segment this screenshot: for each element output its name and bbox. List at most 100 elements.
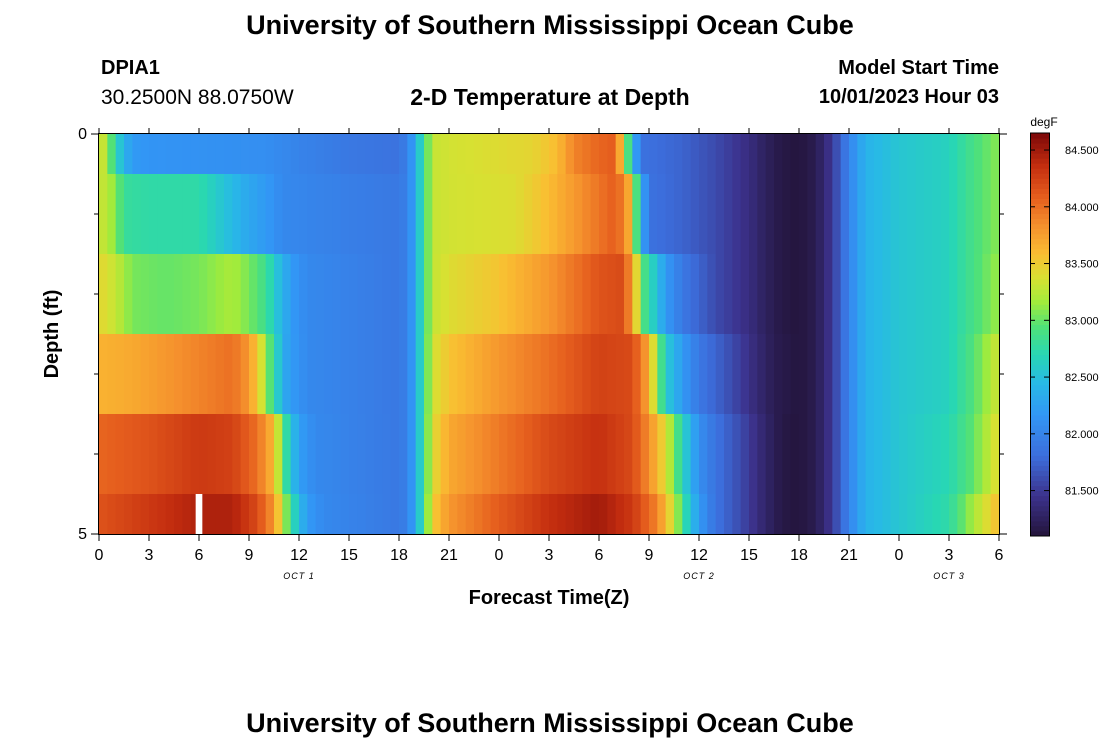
colorbar-segment: [1030, 274, 1049, 280]
heatmap-cell: [574, 334, 583, 415]
heatmap-cell: [949, 174, 958, 255]
heatmap-cell: [915, 494, 925, 535]
day-label: OCT 1: [283, 571, 315, 581]
heatmap-cell: [682, 494, 692, 535]
heatmap-cell: [699, 414, 708, 495]
heatmap-cell: [440, 334, 450, 415]
heatmap-cell: [282, 334, 292, 415]
heatmap-cell: [699, 334, 708, 415]
heatmap-cell: [349, 254, 358, 335]
heatmap-cell: [415, 494, 425, 535]
heatmap-cell: [232, 254, 242, 335]
heatmap-cell: [674, 334, 683, 415]
heatmap-cell: [140, 174, 150, 255]
heatmap-cell: [707, 134, 717, 175]
heatmap-cell: [157, 134, 167, 175]
heatmap-cell: [765, 174, 775, 255]
colorbar-segment: [1030, 243, 1049, 250]
heatmap-cell: [290, 134, 300, 175]
heatmap-cell: [207, 334, 217, 415]
heatmap-cell: [582, 334, 592, 415]
heatmap-cell: [965, 494, 975, 535]
heatmap-cell: [807, 254, 817, 335]
heatmap-cell: [332, 494, 342, 535]
heatmap-cell: [624, 174, 633, 255]
heatmap-cell: [424, 254, 433, 335]
heatmap-cell: [499, 334, 508, 415]
heatmap-cell: [282, 494, 292, 535]
heatmap-cell: [115, 494, 125, 535]
heatmap-cell: [799, 494, 808, 535]
heatmap-cell: [524, 134, 533, 175]
colorbar-segment: [1030, 158, 1049, 164]
heatmap-cell: [524, 414, 533, 495]
heatmap-cell: [574, 414, 583, 495]
heatmap-cell: [990, 174, 1000, 255]
heatmap-cell: [507, 334, 517, 415]
heatmap-cell: [299, 254, 308, 335]
heatmap-cell: [190, 414, 200, 495]
heatmap-cell: [690, 134, 700, 175]
colorbar-segment: [1030, 223, 1049, 230]
heatmap-cell: [140, 334, 150, 415]
heatmap-cell: [782, 254, 792, 335]
colorbar-segment: [1030, 324, 1049, 330]
heatmap-cell: [499, 414, 508, 495]
heatmap-cell: [307, 134, 317, 175]
heatmap-cell: [724, 334, 733, 415]
heatmap-cell: [824, 334, 833, 415]
heatmap-cell: [315, 334, 325, 415]
heatmap-cell: [899, 334, 908, 415]
colorbar-segment: [1030, 258, 1049, 265]
heatmap-cell: [557, 414, 567, 495]
heatmap-cell: [407, 334, 417, 415]
y-axis-label: Depth (ft): [41, 290, 63, 379]
heatmap-cell: [515, 494, 525, 535]
x-tick-label: 18: [390, 547, 408, 564]
heatmap-cell: [224, 254, 233, 335]
heatmap-cell: [724, 174, 733, 255]
heatmap-cell: [882, 254, 892, 335]
colorbar-segment: [1030, 309, 1049, 315]
heatmap-cell: [674, 174, 683, 255]
heatmap-cell: [474, 254, 483, 335]
heatmap-cell: [757, 414, 767, 495]
heatmap-cell: [582, 414, 592, 495]
heatmap-cell: [357, 414, 367, 495]
heatmap-cell: [799, 414, 808, 495]
heatmap-cell: [990, 414, 1000, 495]
colorbar-segment: [1030, 294, 1049, 300]
heatmap-cell: [890, 254, 900, 335]
x-tick-label: 9: [245, 547, 254, 564]
colorbar-segment: [1030, 238, 1049, 245]
colorbar-segment: [1030, 188, 1049, 194]
heatmap-cell: [549, 134, 558, 175]
heatmap-cell: [449, 414, 458, 495]
station-id: DPIA1: [101, 57, 160, 79]
heatmap-cell: [274, 174, 283, 255]
heatmap-cell: [490, 414, 500, 495]
heatmap-cell: [815, 134, 825, 175]
heatmap-cell: [257, 334, 267, 415]
heatmap-cell: [974, 334, 983, 415]
heatmap-cell: [640, 134, 650, 175]
heatmap-cell: [174, 334, 183, 415]
heatmap-cell: [99, 334, 108, 415]
heatmap-cell: [865, 334, 875, 415]
heatmap-cell: [282, 134, 292, 175]
heatmap-cell: [274, 414, 283, 495]
heatmap-cell: [774, 174, 783, 255]
heatmap-cell: [899, 134, 908, 175]
heatmap-cell: [440, 134, 450, 175]
heatmap-cell: [890, 174, 900, 255]
heatmap-cell: [790, 494, 800, 535]
x-tick-label: 6: [995, 547, 1004, 564]
heatmap-cell: [815, 174, 825, 255]
colorbar-segment: [1030, 384, 1049, 391]
heatmap-cell: [399, 134, 408, 175]
heatmap-cell: [665, 254, 675, 335]
colorbar-segment: [1030, 520, 1049, 527]
heatmap-cell: [899, 414, 908, 495]
heatmap-cell: [865, 174, 875, 255]
heatmap-cell: [624, 334, 633, 415]
